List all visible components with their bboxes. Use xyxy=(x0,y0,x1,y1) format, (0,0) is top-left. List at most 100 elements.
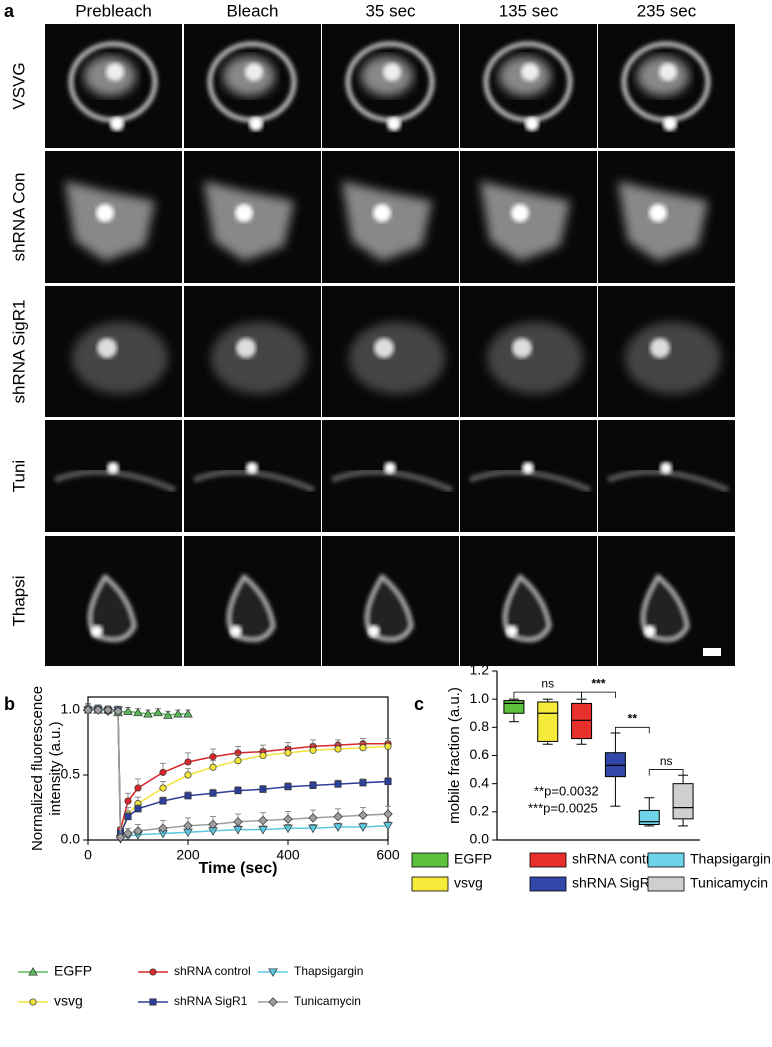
cell xyxy=(107,462,119,474)
legend-label: EGFP xyxy=(454,851,492,867)
legend-swatch xyxy=(529,852,567,868)
legend-label: Thapsigargin xyxy=(294,964,363,978)
cell xyxy=(618,181,708,261)
bracket xyxy=(581,691,616,699)
marker xyxy=(134,805,142,813)
marker xyxy=(123,828,133,839)
cell xyxy=(660,462,672,474)
cell xyxy=(364,573,414,642)
marker xyxy=(208,819,218,830)
marker xyxy=(183,708,193,718)
box xyxy=(537,701,559,742)
marker xyxy=(308,813,318,823)
marker xyxy=(149,998,157,1006)
legend-label: vsvg xyxy=(54,993,83,1009)
image-grid xyxy=(45,24,735,666)
annotation: ***p=0.0025 xyxy=(528,800,598,815)
cell xyxy=(91,625,103,637)
marker xyxy=(123,706,133,715)
bracket xyxy=(513,691,582,699)
marker xyxy=(234,757,242,765)
cell xyxy=(506,625,518,637)
marker xyxy=(268,968,278,977)
marker xyxy=(103,705,113,715)
legend-swatch xyxy=(529,876,567,892)
marker xyxy=(268,997,278,1007)
marker xyxy=(209,753,217,761)
cell xyxy=(640,573,690,642)
legend-label: shRNA control xyxy=(572,851,661,867)
legend-label: shRNA SigR1 xyxy=(572,875,658,891)
marker xyxy=(283,814,293,824)
marker xyxy=(149,968,157,976)
bracket xyxy=(648,769,684,776)
cell xyxy=(204,181,294,261)
cell xyxy=(525,117,539,131)
cell xyxy=(480,181,570,261)
cell xyxy=(87,573,137,642)
cell xyxy=(106,63,124,81)
cell xyxy=(65,181,155,261)
marker xyxy=(158,823,168,833)
column-header: Prebleach xyxy=(75,1,152,20)
cell xyxy=(387,117,401,131)
marker xyxy=(133,826,143,836)
cell xyxy=(249,117,263,131)
x-tick-label: 600 xyxy=(376,847,400,863)
column-header: 135 sec xyxy=(499,1,559,20)
annotation: *** xyxy=(591,676,605,690)
marker xyxy=(133,707,143,717)
cell xyxy=(522,462,534,474)
cell xyxy=(110,117,124,131)
cell xyxy=(487,322,583,394)
y-tick-label: 1.0 xyxy=(61,701,81,717)
cell xyxy=(649,204,667,222)
marker xyxy=(383,809,393,819)
marker xyxy=(358,810,368,820)
marker xyxy=(284,749,292,757)
cell xyxy=(625,322,721,394)
marker xyxy=(383,822,393,831)
cell xyxy=(511,204,529,222)
marker xyxy=(283,824,293,834)
x-tick-label: 400 xyxy=(276,847,300,863)
box xyxy=(604,752,626,778)
plot-frame xyxy=(87,696,389,841)
marker xyxy=(153,707,163,717)
marker xyxy=(115,832,126,843)
cell xyxy=(246,462,258,474)
cell xyxy=(373,204,391,222)
marker xyxy=(173,708,183,718)
legend-label: Thapsigargin xyxy=(690,851,771,867)
y-tick-label: 1.2 xyxy=(470,662,490,678)
y-tick-label: 0.6 xyxy=(470,746,490,762)
y-tick-label: 1.0 xyxy=(470,690,490,706)
row-label: Thapsi xyxy=(9,575,28,626)
y-axis-title: mobile fraction (a.u.) xyxy=(446,687,463,824)
y-tick-label: 0.5 xyxy=(61,766,81,782)
cell xyxy=(230,625,242,637)
marker xyxy=(309,781,317,789)
legend-swatch xyxy=(647,876,685,892)
box xyxy=(503,700,525,714)
annotation: ns xyxy=(541,676,554,690)
annotation: **p=0.0032 xyxy=(534,784,599,799)
panel-label: b xyxy=(4,694,15,714)
marker xyxy=(159,797,167,805)
marker xyxy=(124,797,132,805)
marker xyxy=(259,785,267,793)
marker xyxy=(334,780,342,788)
annotation: ** xyxy=(628,712,638,726)
cell xyxy=(644,625,656,637)
panel-label: a xyxy=(4,1,15,21)
cell xyxy=(502,573,552,642)
y-tick-label: 0.0 xyxy=(61,831,81,847)
cell xyxy=(96,204,114,222)
y-axis-title: intensity (a.u.) xyxy=(47,721,64,815)
box xyxy=(571,702,593,740)
cell xyxy=(97,338,117,358)
marker xyxy=(308,824,318,834)
cell xyxy=(235,204,253,222)
marker xyxy=(159,768,167,776)
